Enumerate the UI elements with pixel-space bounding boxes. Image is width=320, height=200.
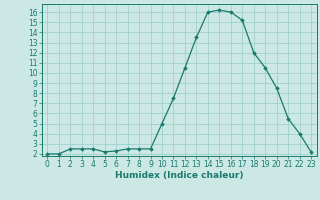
X-axis label: Humidex (Indice chaleur): Humidex (Indice chaleur) bbox=[115, 171, 244, 180]
